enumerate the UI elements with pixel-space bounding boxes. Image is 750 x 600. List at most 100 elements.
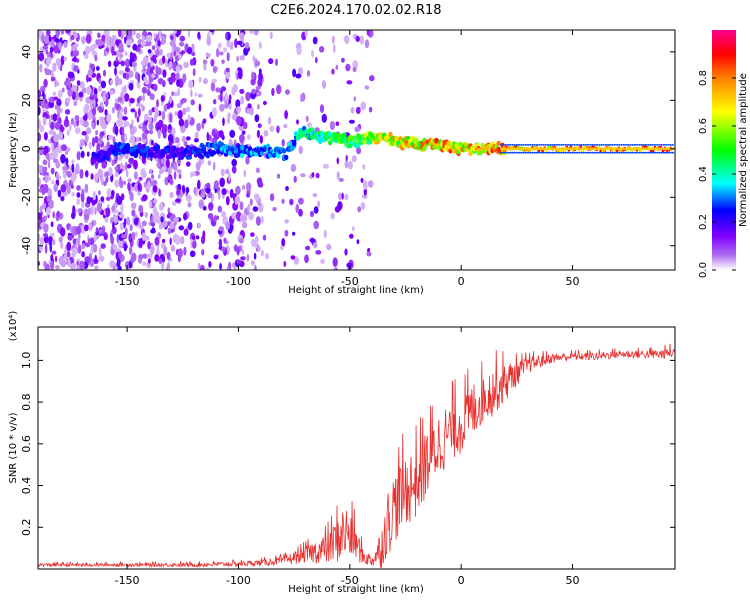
spectrogram-cell [256,60,259,66]
spectrogram-ridge-core [600,147,603,151]
spectrogram-cell [140,40,147,46]
spectrogram-cell [173,30,177,34]
spectrogram-cell [255,216,261,226]
spectrogram-cell [57,189,62,198]
spectrogram-xlabel: Height of straight line (km) [288,285,424,296]
spectrogram-cell [335,121,340,126]
spectrogram-cell [197,179,201,190]
spectrogram-cell [239,238,244,244]
spectrogram-cell [154,105,159,114]
spectrogram-ridge-core [633,147,637,151]
spectrogram-cell [210,81,216,92]
snr-ytick-label: 0.8 [20,393,33,411]
spectrogram-cell [70,184,74,189]
spectrogram-cell [148,116,152,123]
spectrogram-cell [165,59,169,68]
spectrogram-cell [161,127,167,135]
spectrogram-cell [344,160,349,169]
spectrogram-cell [59,37,63,43]
spectrogram-ridge-edge [513,151,516,154]
spectrogram-cell [284,219,289,224]
spectrogram-ridge-edge [635,144,639,146]
spectrogram-cell [56,98,62,107]
spectrogram-cell [100,196,104,203]
spectrogram-ridge-core [591,147,594,151]
spectrogram-cell [296,119,299,125]
spectrogram-cell [53,45,59,54]
spectrogram-ridge-edge [537,151,541,154]
spectrogram-ridge-edge [502,144,505,146]
spectrogram-cell [203,78,208,85]
spectrogram-cell [146,253,153,260]
spectrogram-cell [188,79,194,89]
spectrogram-cell [58,131,63,141]
spectrogram-ridge-edge [627,144,630,146]
spectrogram-cell [91,137,95,148]
spectrogram-ridge-edge [618,144,621,146]
spectrogram-cell [190,171,193,178]
spectrogram-cell [343,35,350,43]
spectrogram-cell [346,262,353,268]
spectrogram-cell [157,129,161,139]
spectrogram-cell [58,42,62,51]
spectrogram-cell [93,98,96,108]
colorbar-ticks: 0.0 0.2 0.4 0.6 0.8 [698,70,736,278]
spectrogram-cell [84,183,89,194]
spectrogram-cell [245,155,250,165]
spectrogram-cell [125,40,131,46]
spectrogram-ridge-core [571,147,574,151]
spectrogram-cell [103,234,108,241]
spectrogram-cell [113,264,116,270]
spectrogram-cell [369,75,375,82]
spectrogram-cell [149,68,154,74]
spectrogram-cell [130,52,137,60]
spectrogram-cell [176,169,182,174]
spectrogram-cell [336,157,340,165]
spectrogram-cell [109,79,113,85]
spectrogram-cell [202,59,208,65]
spectrogram-cell [165,158,170,169]
spectrogram-cell [236,55,240,62]
spectrogram-cell [179,35,186,42]
spectrogram-ridge-edge [595,151,599,154]
spectrogram-cell [107,60,112,67]
spectrogram-cell [178,173,182,180]
spectrogram-cell [119,53,124,59]
spectrogram-cell [72,205,76,215]
spectrogram-cell [167,133,174,143]
spectrogram-cell [39,242,43,252]
spectrogram-cell [161,238,166,243]
spectrogram-cell [237,69,243,80]
spectrogram-cell [123,180,126,185]
spectrogram-cell [197,31,201,40]
spectrogram-cell [78,233,81,240]
spectrogram-cell [331,35,335,44]
spectrogram-ridge-edge [642,144,645,146]
spectrogram-cell [264,253,270,260]
spectrogram-cell [60,261,66,268]
spectrogram-ridge-cell [175,147,181,153]
snr-xtick-label: -50 [341,574,359,587]
spectrogram-cell [125,170,129,178]
spectrogram-cell [76,80,81,86]
spectrogram-cell [336,171,340,180]
spectrogram-cell [43,215,48,220]
spectrogram-ridge-edge [624,144,628,146]
spectrogram-cell [284,110,288,120]
spectrogram-cell [153,113,157,122]
spectrogram-ridge-edge [566,144,570,146]
spectrogram-ridge-edge [604,151,608,154]
spectrogram-cell [309,237,315,243]
spectrogram-cell [169,112,172,123]
spectrogram-cell [257,245,261,252]
spectrogram-cell [111,107,116,114]
spectrogram-ridge-edge [526,151,530,154]
spectrogram-cell [85,170,89,178]
spectrogram-cell [94,54,98,62]
spectrogram-cell [66,129,70,136]
spectrogram-cell [95,227,99,234]
spectrogram-cell [51,76,56,81]
spectrogram-cell [132,43,138,51]
spectrogram-cell [215,87,222,93]
spectrogram-cell [48,129,55,135]
